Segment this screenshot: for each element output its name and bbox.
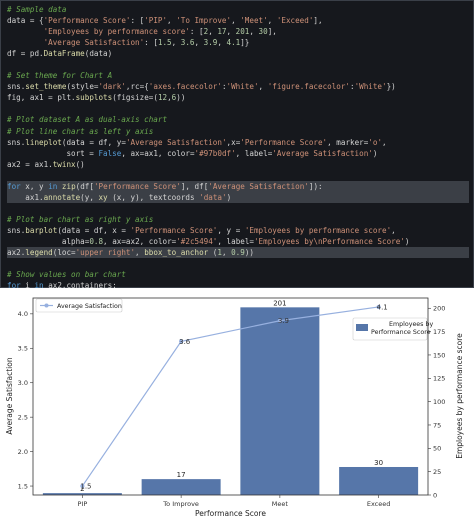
code-line[interactable]: for i in ax2.containers: (7, 281, 117, 291)
bars-layer: 2 17 201 30 (42, 299, 419, 495)
line-layer: 1.5 3.6 3.9 4.1 (80, 303, 388, 491)
bar-value-label: 30 (374, 459, 383, 467)
bar (339, 466, 419, 495)
left-y-tick-label: 2.0 (18, 448, 28, 456)
line-legend-box (35, 298, 123, 313)
line-marker (179, 339, 184, 344)
right-y-tick-label: 125 (433, 375, 445, 383)
code-line[interactable]: ax2 = ax1.twinx() (7, 159, 85, 169)
bar-legend-swatch (356, 324, 368, 331)
x-tick-label: Meet (272, 500, 289, 508)
right-y-tick-label: 50 (433, 445, 441, 453)
code-line[interactable]: sns.lineplot(data = df, y='Average Satis… (7, 137, 387, 147)
line-value-label: 1.5 (80, 483, 91, 491)
code-line[interactable]: ax2.legend(loc='upper right', bbox_to_an… (7, 247, 469, 259)
bar-value-label: 2 (80, 485, 84, 493)
line-marker (376, 304, 381, 310)
line-marker (277, 318, 282, 323)
code-cell[interactable]: # Sample data data = {'Performance Score'… (0, 0, 474, 301)
code-line[interactable]: # Sample data (7, 5, 67, 14)
satisfaction-line (81, 306, 379, 487)
code-line[interactable] (7, 170, 469, 181)
code-line[interactable]: # Plot dataset A as dual-axis chart (7, 115, 168, 125)
code-line[interactable]: for x, y in zip(df['Performance Score'],… (7, 180, 469, 192)
right-y-axis-title: Employees by performance score (455, 333, 464, 459)
code-line[interactable]: sort = False, ax=ax1, color='#97b0df', l… (66, 148, 378, 158)
line-value-label: 3.6 (179, 338, 191, 346)
bar-legend-label-line-1: Employees by (389, 321, 433, 328)
bar-legend-label-line-2: Performance Score (371, 329, 431, 336)
plot-frame (32, 297, 429, 496)
dual-axis-chart: 2 17 201 30 1.5 3.6 3.9 4.1 1.5 2.0 2.5 3.0 3.5 4.0… (5, 297, 464, 518)
code-line[interactable]: sns.barplot(data = df, x = 'Performance … (7, 225, 396, 235)
bar (42, 493, 122, 495)
right-y-tick-label: 25 (433, 468, 441, 476)
line-value-label: 3.9 (278, 317, 289, 325)
bar (141, 479, 221, 495)
code-line[interactable]: # Show values on bar chart (7, 270, 126, 280)
right-y-tick-label: 150 (433, 351, 445, 359)
code-line[interactable]: 'Employees by performance score': [2, 17… (43, 27, 277, 37)
code-line[interactable]: # Plot line chart as left y axis (7, 126, 154, 136)
line-legend-label: Average Satisfaction (57, 303, 122, 310)
left-y-tick-label: 3.0 (18, 379, 28, 387)
left-y-tick-label: 2.5 (18, 413, 28, 421)
code-line[interactable]: 'Average Satisfaction': [1.5, 3.6, 3.9, … (43, 38, 250, 48)
x-tick-label: To Improve (162, 500, 199, 508)
bar-legend: Employees by Performance Score (352, 317, 433, 341)
line-marker (80, 483, 85, 489)
code-line[interactable]: data = {'Performance Score': ['PIP', 'To… (7, 16, 323, 26)
chart-output: 2 17 201 30 1.5 3.6 3.9 4.1 1.5 2.0 2.5 3.0 3.5 4.0… (0, 288, 474, 523)
right-y-tick-label: 75 (433, 421, 441, 429)
right-y-tick-label: 100 (433, 398, 445, 406)
bar-value-label: 17 (177, 471, 186, 479)
x-tick-label: Exceed (367, 500, 391, 508)
right-y-tick-label: 0 (433, 491, 437, 499)
bar-legend-box (352, 317, 428, 341)
code-line[interactable]: # Set theme for Chart A (7, 71, 113, 81)
code-line[interactable] (7, 59, 469, 70)
line-legend: Average Satisfaction (35, 298, 123, 313)
right-y-tick-label: 175 (433, 328, 445, 336)
left-y-tick-label: 1.5 (18, 482, 28, 490)
code-line[interactable]: df = pd.DataFrame(data) (7, 49, 113, 59)
right-y-tick-label: 200 (433, 305, 445, 313)
line-value-label: 4.1 (377, 303, 388, 311)
code-line[interactable]: alpha=0.8, ax=ax2, color='#2c5494', labe… (61, 236, 410, 246)
code-line[interactable]: fig, ax1 = plt.subplots(figsize=(12,6)) (7, 93, 186, 103)
bar-value-label: 201 (273, 299, 286, 307)
code-line[interactable] (7, 103, 469, 114)
x-axis-title: Performance Score (195, 509, 266, 518)
code-line[interactable]: ax1.annotate(y, xy (x, y), textcoords 'd… (7, 191, 469, 203)
x-tick-label: PIP (77, 500, 87, 508)
left-y-axis: 1.5 2.0 2.5 3.0 3.5 4.0 (18, 310, 33, 490)
left-y-tick-label: 4.0 (18, 310, 28, 318)
code-line[interactable]: sns.set_theme(style='dark',rc={'axes.fac… (7, 82, 396, 92)
right-y-axis: 0 25 50 75 100 125 150 175 200 (428, 305, 445, 499)
left-y-tick-label: 3.5 (18, 345, 28, 353)
code-line[interactable]: # Plot bar chart as right y axis (7, 214, 154, 224)
x-axis: PIP To Improve Meet Exceed (77, 495, 390, 508)
bar (240, 307, 320, 495)
code-line[interactable] (7, 258, 469, 269)
code-line[interactable] (7, 203, 469, 214)
left-y-axis-title: Average Satisfaction (5, 357, 14, 434)
line-legend-marker (44, 303, 49, 308)
code-editor[interactable]: # Sample data data = {'Performance Score'… (1, 1, 473, 302)
